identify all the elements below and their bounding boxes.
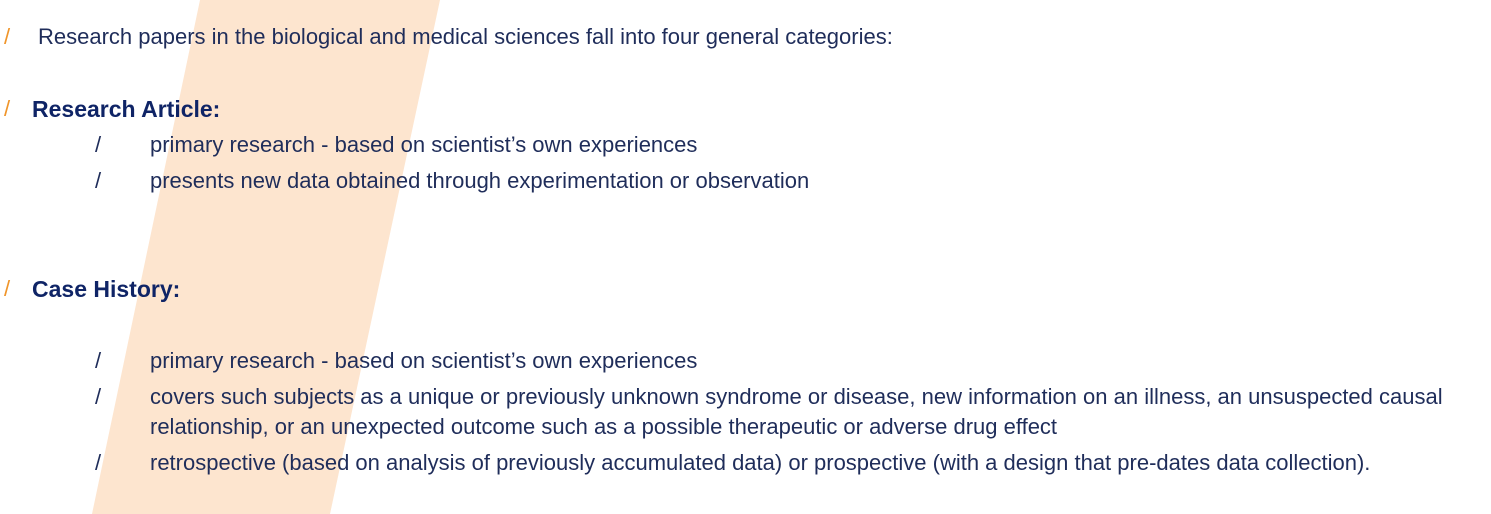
section-heading-case-history: Case History:	[32, 276, 181, 302]
section-bullet: /	[4, 276, 11, 301]
list-item: primary research - based on scientist’s …	[150, 348, 698, 373]
list-item: covers such subjects as a unique or prev…	[150, 384, 1443, 439]
list-item: retrospective (based on analysis of prev…	[150, 450, 1371, 475]
sub-bullet: /	[95, 132, 102, 157]
intro-bullet: /	[4, 24, 11, 49]
sub-bullet: /	[95, 348, 102, 373]
section-bullet: /	[4, 96, 11, 121]
sub-bullet: /	[95, 384, 102, 409]
sub-bullet: /	[95, 450, 102, 475]
sub-bullet: /	[95, 168, 102, 193]
section-heading-research-article: Research Article:	[32, 96, 221, 122]
intro-text: Research papers in the biological and me…	[38, 24, 893, 49]
stripe-shape	[92, 0, 440, 514]
list-item: presents new data obtained through exper…	[150, 168, 810, 193]
list-item: primary research - based on scientist’s …	[150, 132, 698, 157]
